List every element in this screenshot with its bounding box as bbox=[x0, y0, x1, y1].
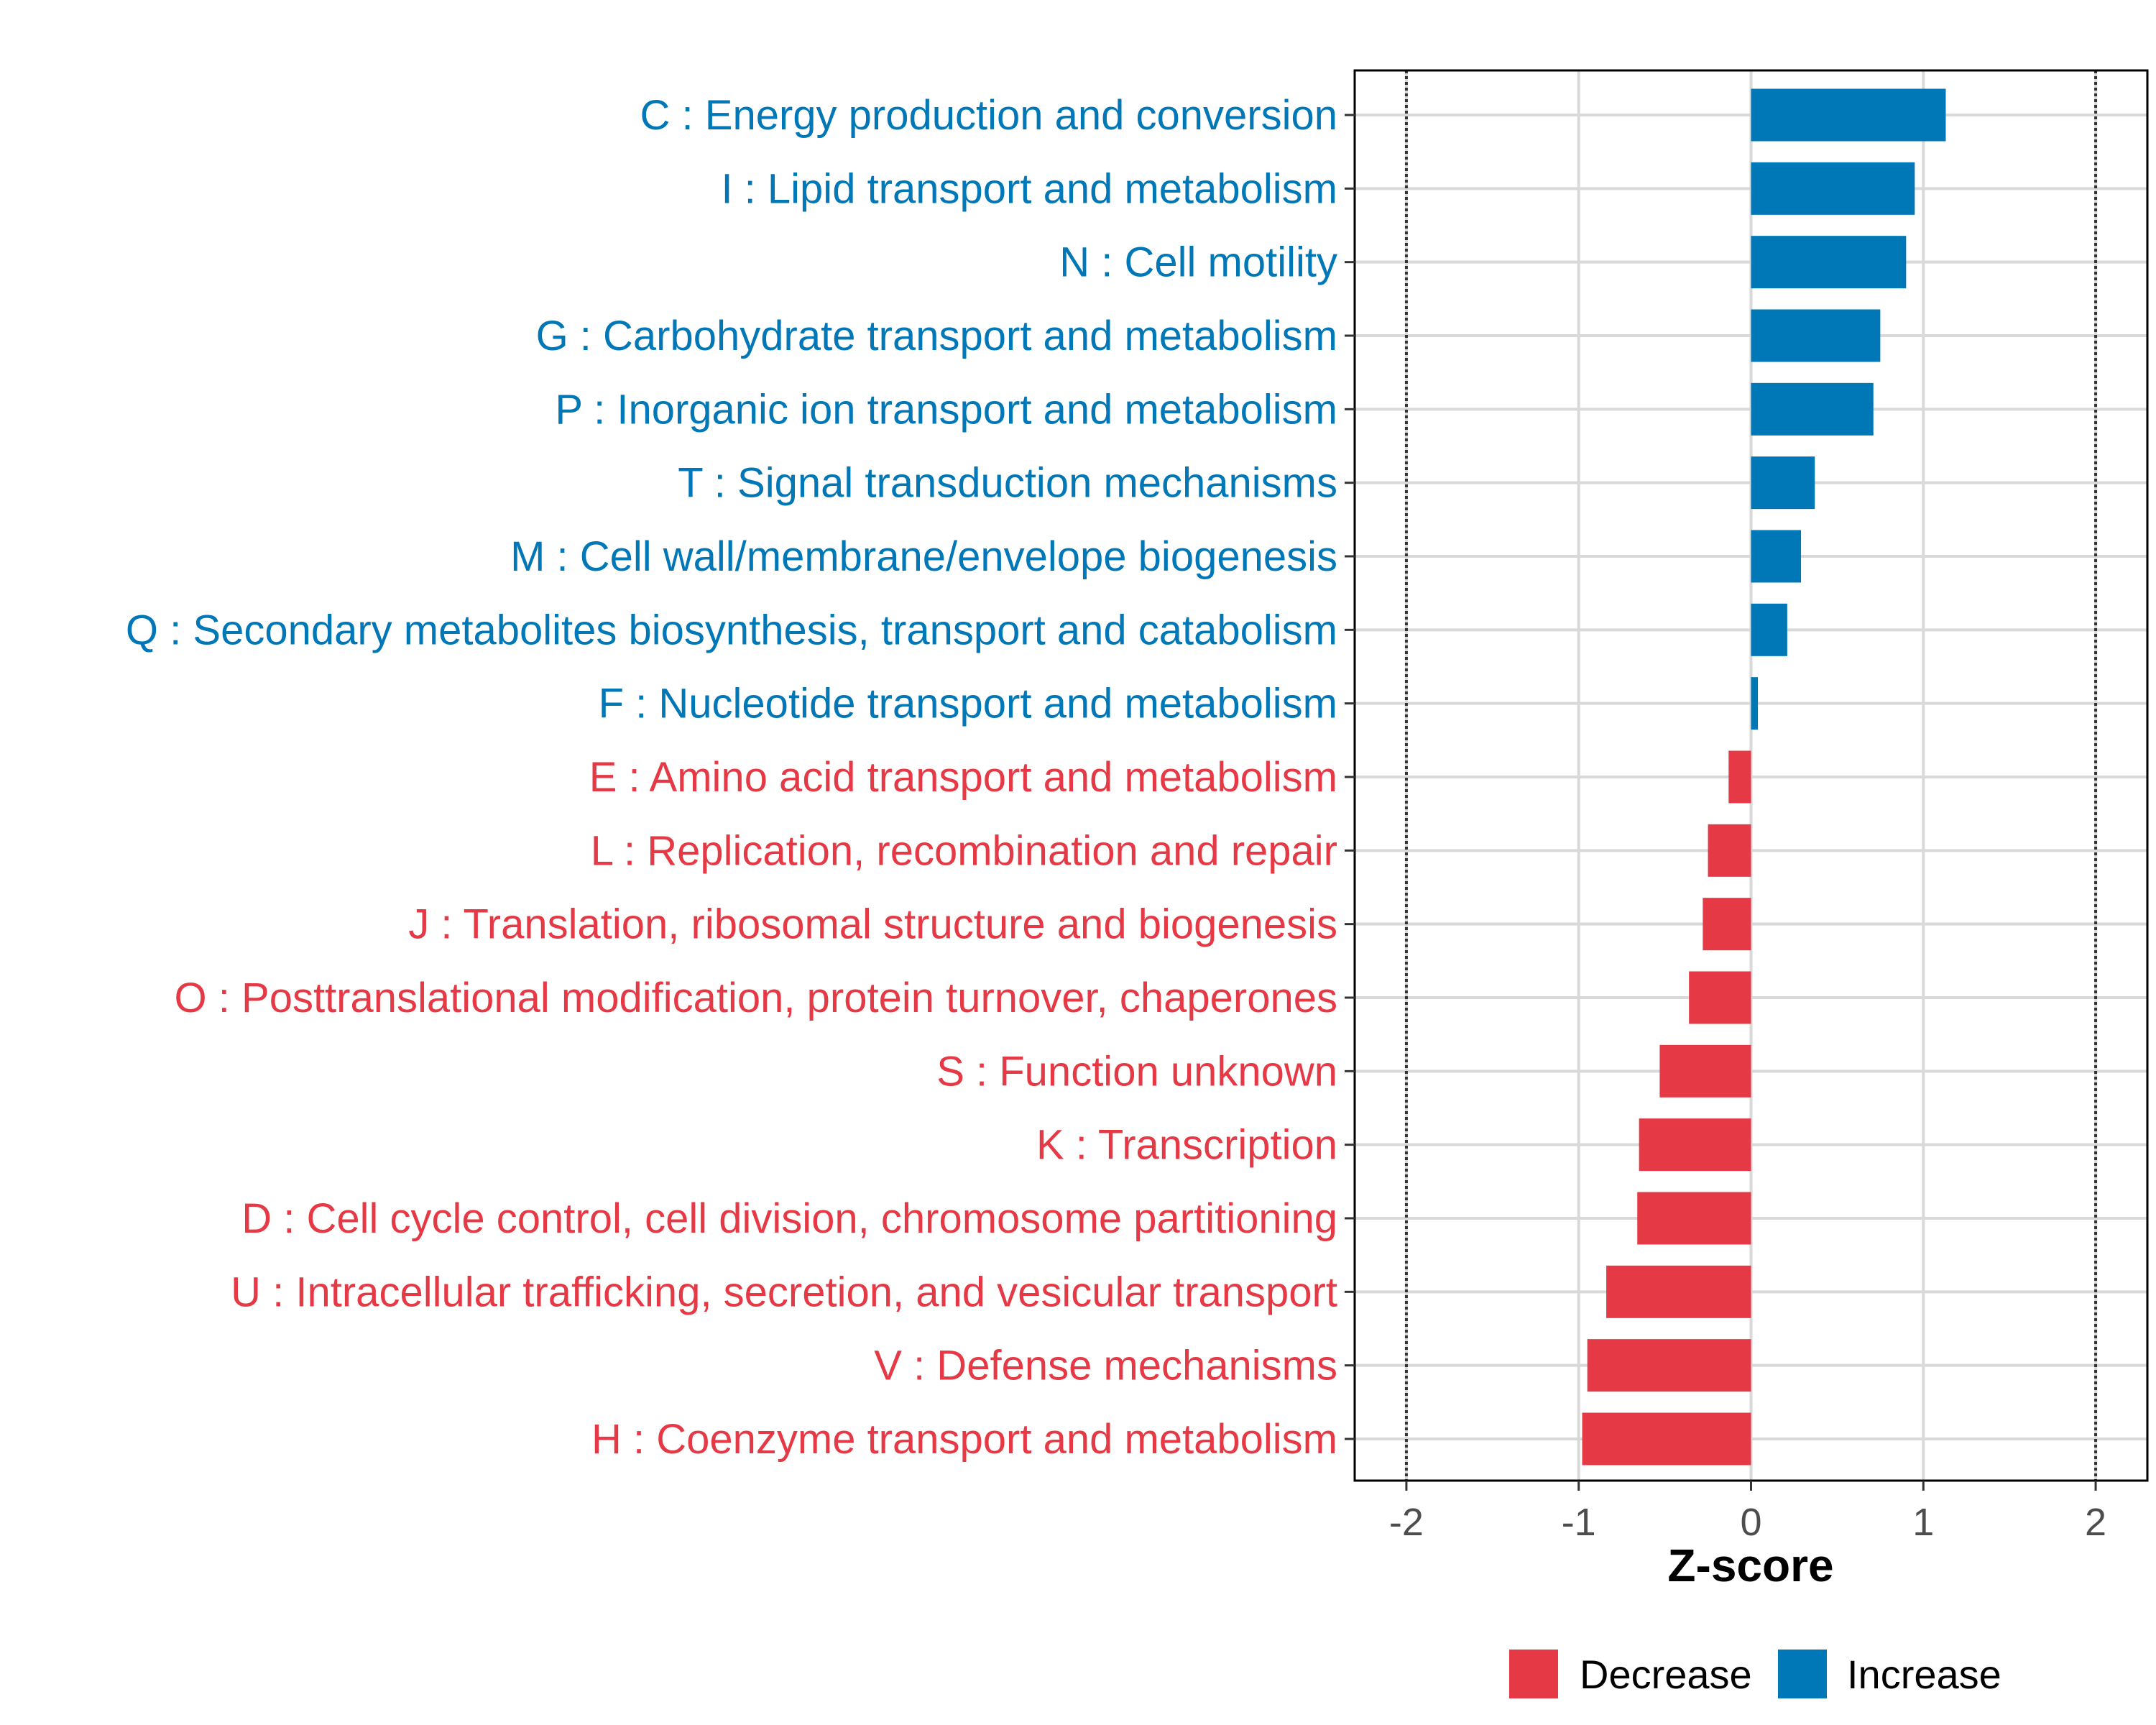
category-label: C : Energy production and conversion bbox=[640, 92, 1337, 139]
bar bbox=[1751, 88, 1946, 142]
category-label: D : Cell cycle control, cell division, c… bbox=[241, 1195, 1337, 1242]
x-tick-label: 1 bbox=[1912, 1501, 1934, 1544]
category-label: G : Carbohydrate transport and metabolis… bbox=[536, 313, 1337, 359]
bar bbox=[1751, 162, 1915, 215]
legend: Decrease Increase bbox=[1509, 1650, 2001, 1698]
reference-lines bbox=[1404, 70, 2098, 1481]
bar bbox=[1751, 456, 1815, 510]
category-label: N : Cell motility bbox=[1059, 239, 1337, 286]
legend-label: Increase bbox=[1847, 1652, 2001, 1697]
y-axis-ticks bbox=[1345, 114, 1355, 1440]
bar bbox=[1606, 1265, 1751, 1318]
category-label: I : Lipid transport and metabolism bbox=[721, 165, 1337, 212]
bar bbox=[1751, 603, 1787, 656]
bar bbox=[1582, 1412, 1751, 1466]
category-label: H : Coenzyme transport and metabolism bbox=[591, 1416, 1337, 1463]
bar bbox=[1751, 236, 1907, 289]
bar bbox=[1751, 530, 1802, 583]
x-tick-label: 0 bbox=[1740, 1501, 1761, 1544]
category-label: S : Function unknown bbox=[936, 1048, 1337, 1095]
bars bbox=[1582, 88, 1946, 1466]
bar bbox=[1703, 898, 1751, 951]
bar bbox=[1659, 1044, 1751, 1098]
category-label: U : Intracellular trafficking, secretion… bbox=[231, 1269, 1337, 1315]
category-labels: C : Energy production and conversion I : … bbox=[126, 92, 1337, 1463]
legend-swatch bbox=[1509, 1650, 1558, 1698]
category-label: M : Cell wall/membrane/envelope biogenes… bbox=[510, 533, 1337, 580]
bar bbox=[1751, 382, 1874, 436]
bar bbox=[1708, 824, 1751, 877]
x-axis-ticks: -2 -1 0 1 2 bbox=[1389, 1481, 2106, 1544]
category-label: L : Replication, recombination and repai… bbox=[591, 827, 1337, 874]
category-label: V : Defense mechanisms bbox=[874, 1343, 1337, 1389]
x-tick-label: -1 bbox=[1562, 1501, 1596, 1544]
bar bbox=[1639, 1118, 1751, 1172]
category-label: F : Nucleotide transport and metabolism bbox=[599, 681, 1337, 727]
category-label: K : Transcription bbox=[1036, 1122, 1337, 1169]
x-axis-title: Z-score bbox=[1667, 1540, 1833, 1591]
legend-swatch bbox=[1778, 1650, 1827, 1698]
category-label: O : Posttranslational modification, prot… bbox=[175, 975, 1337, 1021]
category-label: P : Inorganic ion transport and metaboli… bbox=[555, 386, 1337, 433]
bar bbox=[1751, 309, 1881, 362]
x-tick-label: 2 bbox=[2085, 1501, 2106, 1544]
bar bbox=[1751, 677, 1759, 730]
category-label: Q : Secondary metabolites biosynthesis, … bbox=[126, 607, 1337, 653]
legend-label: Decrease bbox=[1580, 1652, 1752, 1697]
x-tick-label: -2 bbox=[1389, 1501, 1424, 1544]
bar bbox=[1587, 1339, 1751, 1392]
category-label: J : Translation, ribosomal structure and… bbox=[408, 901, 1337, 948]
category-label: T : Signal transduction mechanisms bbox=[678, 460, 1337, 507]
bar bbox=[1689, 971, 1751, 1024]
bar bbox=[1637, 1192, 1751, 1245]
bar bbox=[1728, 750, 1751, 804]
category-label: E : Amino acid transport and metabolism bbox=[589, 754, 1337, 801]
